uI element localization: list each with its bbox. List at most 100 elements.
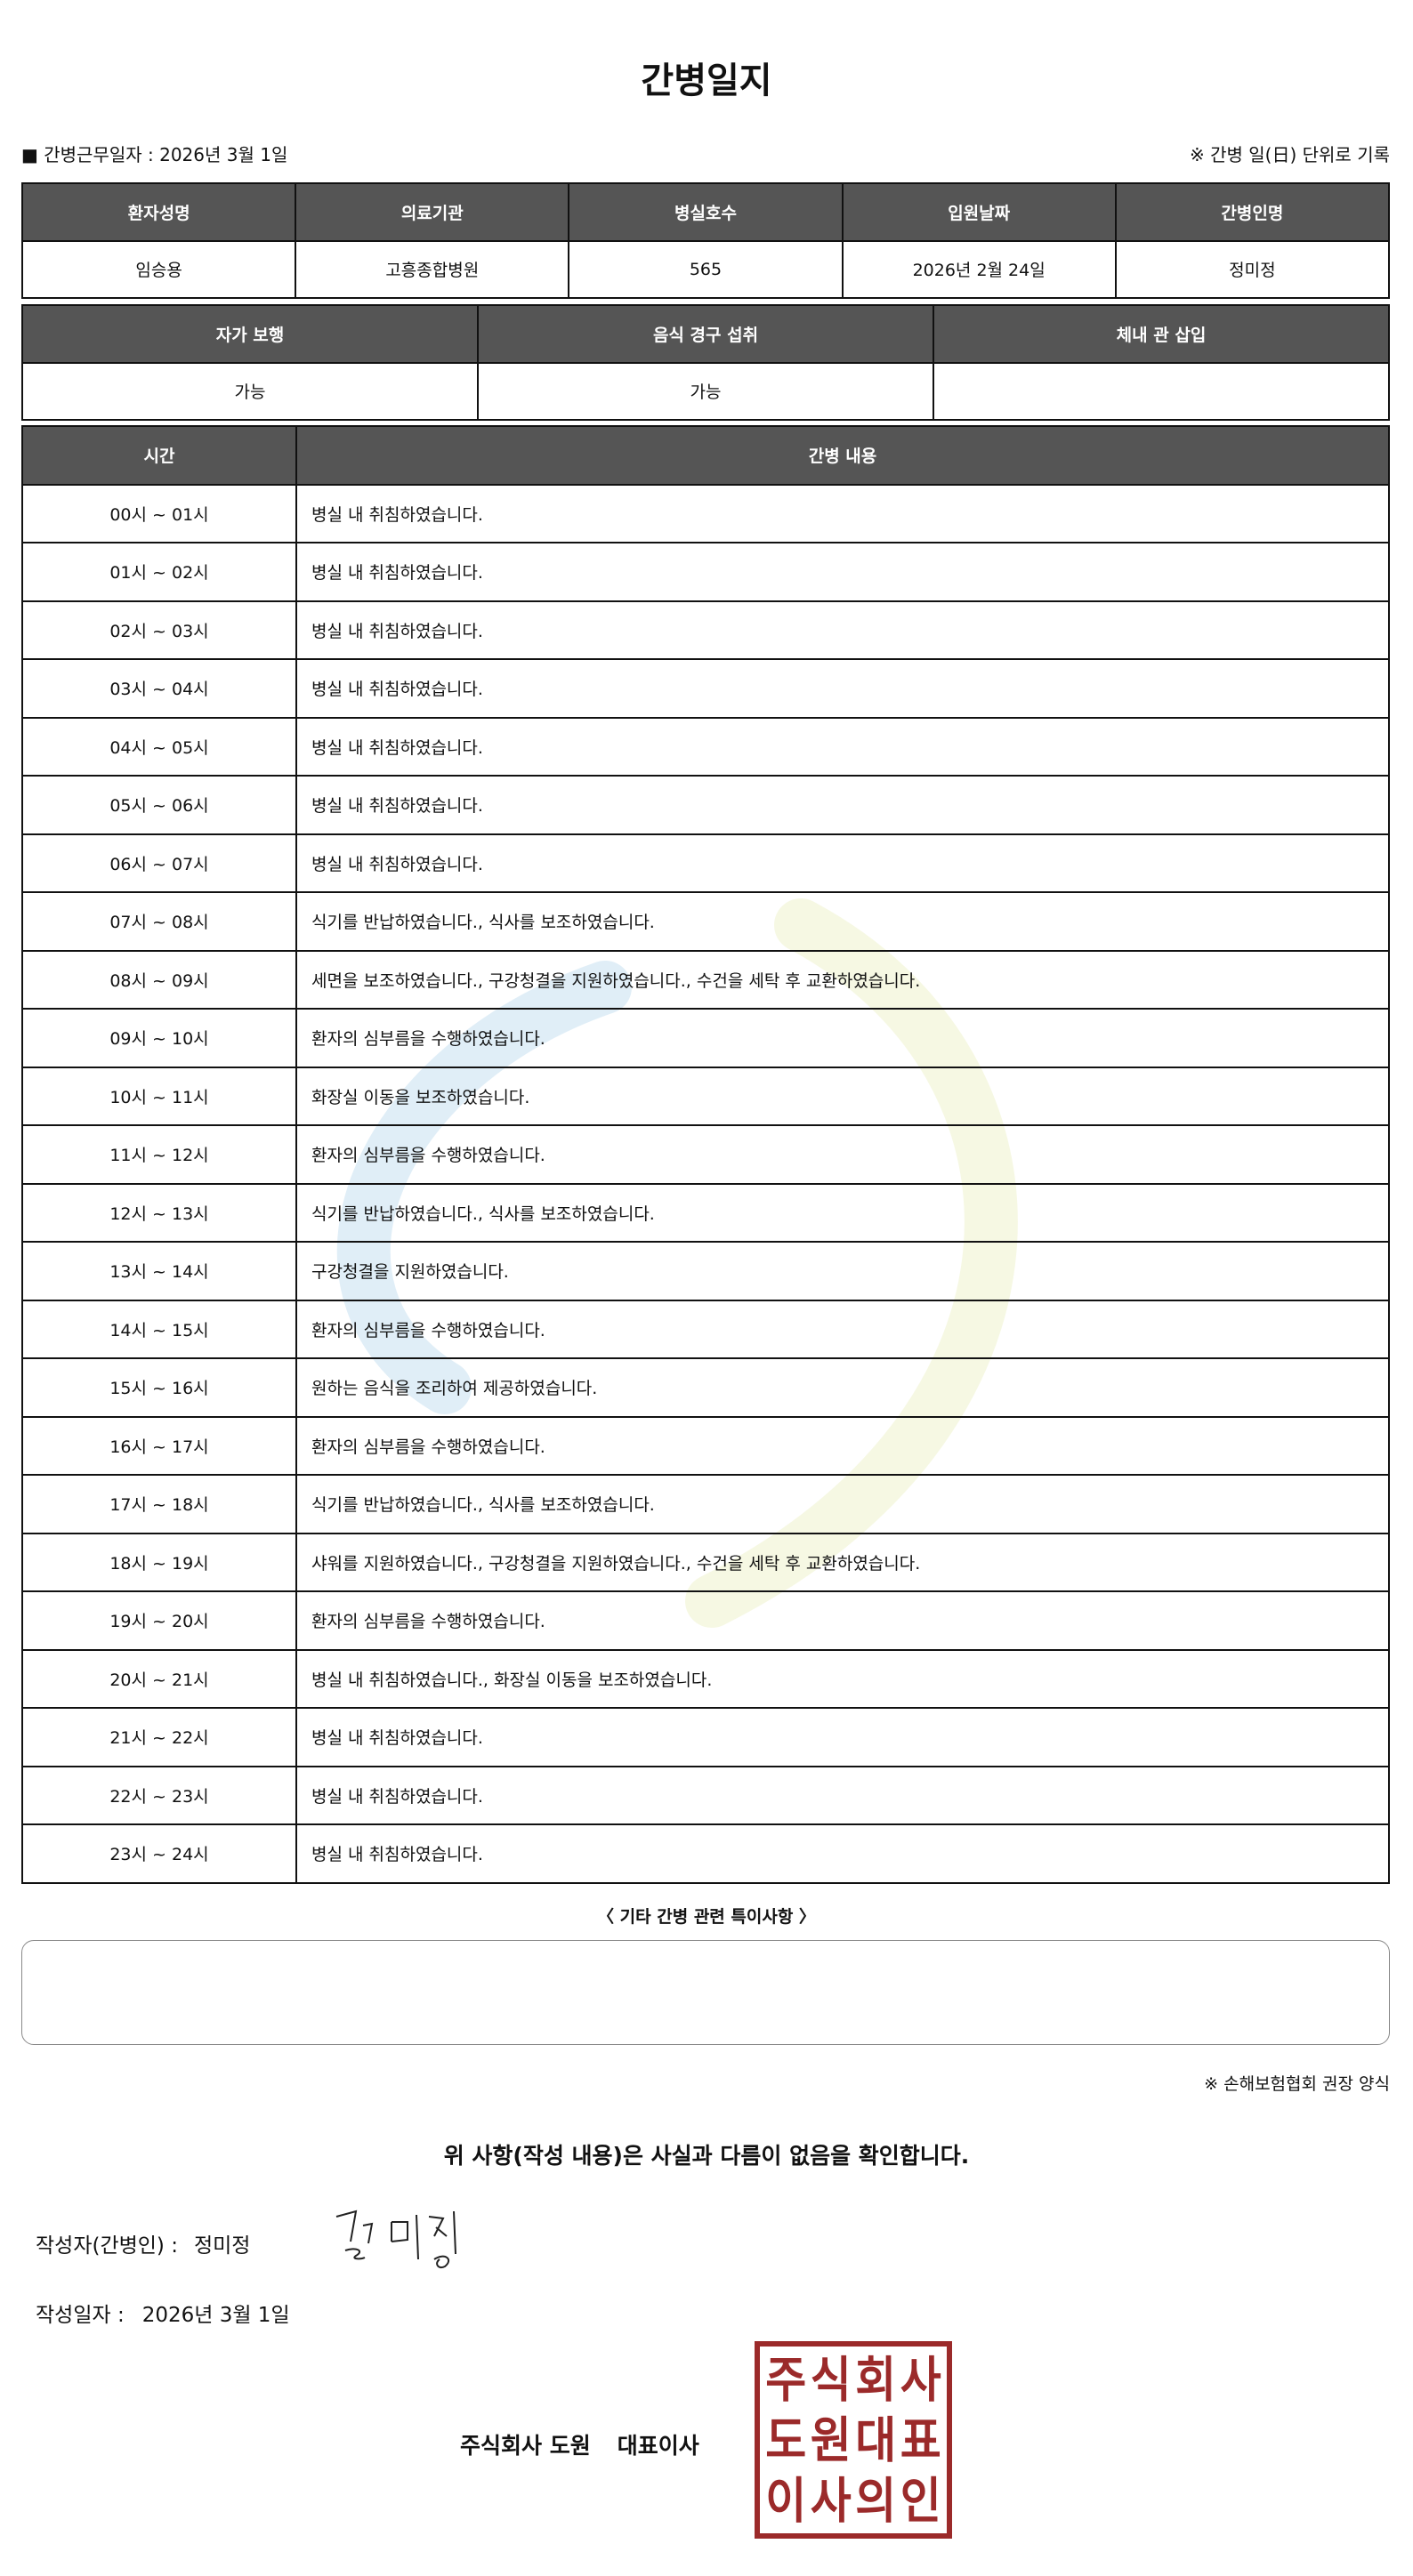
care-content-cell: 병실 내 취침하였습니다. <box>295 716 1390 777</box>
stamp-glyph: 사 <box>900 2352 941 2409</box>
care-content-cell: 환자의 심부름을 수행하였습니다. <box>295 1590 1390 1651</box>
stamp-glyph: 식 <box>810 2352 852 2409</box>
care-content-cell: 환자의 심부름을 수행하였습니다. <box>295 1299 1390 1359</box>
table-row: 14시 ~ 15시 환자의 심부름을 수행하였습니다. <box>21 1299 1390 1359</box>
stamp-glyph: 사 <box>810 2473 852 2530</box>
time-cell: 07시 ~ 08시 <box>21 891 297 952</box>
header-cell: 의료기관 <box>295 182 570 242</box>
write-date-value: 2026년 3월 1일 <box>141 2304 290 2327</box>
care-content-cell: 환자의 심부름을 수행하였습니다. <box>295 1008 1390 1068</box>
header-cell: 입원날짜 <box>841 182 1117 242</box>
care-content-cell: 병실 내 취침하였습니다. <box>295 775 1390 835</box>
time-cell: 18시 ~ 19시 <box>21 1532 297 1592</box>
stamp-glyph: 원 <box>810 2412 852 2469</box>
care-content-cell: 환자의 심부름을 수행하였습니다. <box>295 1415 1390 1476</box>
company-line: 주식회사 도원 대표이사 <box>460 2428 726 2460</box>
table-row: 11시 ~ 12시 환자의 심부름을 수행하였습니다. <box>21 1124 1390 1185</box>
table-row: 18시 ~ 19시 샤워를 지원하였습니다., 구강청결을 지원하였습니다., 수… <box>21 1532 1390 1592</box>
care-content-cell: 환자의 심부름을 수행하였습니다. <box>295 1124 1390 1185</box>
write-date-label: 작성일자 : <box>36 2304 125 2327</box>
record-note: ※ 간병 일(日) 단위로 기록 <box>1190 144 1390 165</box>
table-row: 05시 ~ 06시 병실 내 취침하였습니다. <box>21 775 1390 835</box>
status-table: 자가 보행 음식 경구 섭취 체내 관 삽입 가능 가능 <box>21 304 1390 421</box>
stamp-glyph: 인 <box>900 2473 941 2530</box>
write-date-line: 작성일자 : 2026년 3월 1일 <box>36 2298 308 2328</box>
time-cell: 21시 ~ 22시 <box>21 1707 297 1767</box>
header-cell: 환자성명 <box>20 182 297 242</box>
caregiver-name: 정미정 <box>1114 239 1391 299</box>
time-cell: 12시 ~ 13시 <box>21 1182 297 1243</box>
time-cell: 16시 ~ 17시 <box>21 1415 297 1476</box>
care-content-cell: 병실 내 취침하였습니다. <box>295 483 1390 543</box>
time-cell: 05시 ~ 06시 <box>21 775 297 835</box>
time-cell: 01시 ~ 02시 <box>21 542 297 602</box>
time-cell: 22시 ~ 23시 <box>21 1765 297 1825</box>
table-row: 23시 ~ 24시 병실 내 취침하였습니다. <box>21 1823 1390 1884</box>
writer-name: 정미정 <box>193 2234 251 2258</box>
table-row: 07시 ~ 08시 식기를 반납하였습니다., 식사를 보조하였습니다. <box>21 891 1390 952</box>
time-cell: 06시 ~ 07시 <box>21 833 297 893</box>
header-cell: 시간 <box>21 425 297 486</box>
patient-name: 임승용 <box>20 239 297 299</box>
patient-table: 환자성명 의료기관 병실호수 입원날짜 간병인명 임승용 고흥종합병원 565 2026년 2… <box>20 182 1391 299</box>
care-content-cell: 화장실 이동을 보조하였습니다. <box>295 1066 1390 1126</box>
admission-date: 2026년 2월 24일 <box>841 239 1117 299</box>
care-content-cell: 식기를 반납하였습니다., 식사를 보조하였습니다. <box>295 1182 1390 1243</box>
walking-status: 가능 <box>21 361 479 421</box>
stamp-glyph: 주 <box>765 2352 807 2409</box>
table-row: 00시 ~ 01시 병실 내 취침하였습니다. <box>21 483 1390 543</box>
stamp-glyph: 표 <box>900 2412 941 2469</box>
stamp-glyph: 대 <box>855 2412 897 2469</box>
table-row: 16시 ~ 17시 환자의 심부름을 수행하였습니다. <box>21 1415 1390 1476</box>
stamp-glyph: 의 <box>855 2473 897 2530</box>
company-name: 주식회사 도원 <box>460 2433 591 2459</box>
tube-status <box>933 361 1390 421</box>
notes-box <box>21 1940 1390 2045</box>
time-cell: 00시 ~ 01시 <box>21 483 297 543</box>
table-row: 06시 ~ 07시 병실 내 취침하였습니다. <box>21 833 1390 893</box>
time-cell: 04시 ~ 05시 <box>21 716 297 777</box>
care-log-table: 시간 간병 내용 00시 ~ 01시 병실 내 취침하였습니다. 01시 ~ 02시 병… <box>21 425 1390 1884</box>
care-content-cell: 병실 내 취침하였습니다. <box>295 1765 1390 1825</box>
care-content-cell: 원하는 음식을 조리하여 제공하였습니다. <box>295 1357 1390 1418</box>
time-cell: 15시 ~ 16시 <box>21 1357 297 1418</box>
stamp-glyph: 이 <box>765 2473 807 2530</box>
stamp-glyph: 도 <box>765 2412 807 2469</box>
care-content-cell: 샤워를 지원하였습니다., 구강청결을 지원하였습니다., 수건을 세탁 후 교… <box>295 1532 1390 1592</box>
signature <box>335 2210 456 2268</box>
room-number: 565 <box>568 239 844 299</box>
time-cell: 20시 ~ 21시 <box>21 1648 297 1709</box>
table-row: 08시 ~ 09시 세면을 보조하였습니다., 구강청결을 지원하였습니다., 수… <box>21 949 1390 1010</box>
time-cell: 14시 ~ 15시 <box>21 1299 297 1359</box>
oral-intake-status: 가능 <box>477 361 934 421</box>
table-row: 12시 ~ 13시 식기를 반납하였습니다., 식사를 보조하였습니다. <box>21 1182 1390 1243</box>
notes-label: 〈 기타 간병 관련 특이사항 〉 <box>597 1907 816 1927</box>
care-content-cell: 병실 내 취침하였습니다. <box>295 658 1390 719</box>
table-row: 20시 ~ 21시 병실 내 취침하였습니다., 화장실 이동을 보조하였습니다. <box>21 1648 1390 1709</box>
care-content-cell: 식기를 반납하였습니다., 식사를 보조하였습니다. <box>295 891 1390 952</box>
care-content-cell: 병실 내 취침하였습니다., 화장실 이동을 보조하였습니다. <box>295 1648 1390 1709</box>
care-content-cell: 병실 내 취침하였습니다. <box>295 833 1390 893</box>
care-content-cell: 병실 내 취침하였습니다. <box>295 600 1390 660</box>
stamp-glyph: 회 <box>855 2352 897 2409</box>
time-cell: 02시 ~ 03시 <box>21 600 297 660</box>
table-row: 03시 ~ 04시 병실 내 취침하였습니다. <box>21 658 1390 719</box>
table-row: 19시 ~ 20시 환자의 심부름을 수행하였습니다. <box>21 1590 1390 1651</box>
table-row: 02시 ~ 03시 병실 내 취침하였습니다. <box>21 600 1390 660</box>
table-row: 10시 ~ 11시 화장실 이동을 보조하였습니다. <box>21 1066 1390 1126</box>
table-row: 13시 ~ 14시 구강청결을 지원하였습니다. <box>21 1241 1390 1301</box>
form-note: ※ 손해보험협회 권장 양식 <box>1204 2074 1390 2094</box>
work-date: ■ 간병근무일자 : 2026년 3월 1일 <box>21 144 288 165</box>
table-row: 09시 ~ 10시 환자의 심부름을 수행하였습니다. <box>21 1008 1390 1068</box>
header-cell: 간병인명 <box>1114 182 1391 242</box>
header-cell: 병실호수 <box>568 182 844 242</box>
time-cell: 03시 ~ 04시 <box>21 658 297 719</box>
table-row: 01시 ~ 02시 병실 내 취침하였습니다. <box>21 542 1390 602</box>
care-content-cell: 세면을 보조하였습니다., 구강청결을 지원하였습니다., 수건을 세탁 후 교… <box>295 949 1390 1010</box>
table-row: 22시 ~ 23시 병실 내 취침하였습니다. <box>21 1765 1390 1825</box>
time-cell: 13시 ~ 14시 <box>21 1241 297 1301</box>
header-cell: 자가 보행 <box>21 304 479 364</box>
table-row: 04시 ~ 05시 병실 내 취침하였습니다. <box>21 716 1390 777</box>
time-cell: 09시 ~ 10시 <box>21 1008 297 1068</box>
